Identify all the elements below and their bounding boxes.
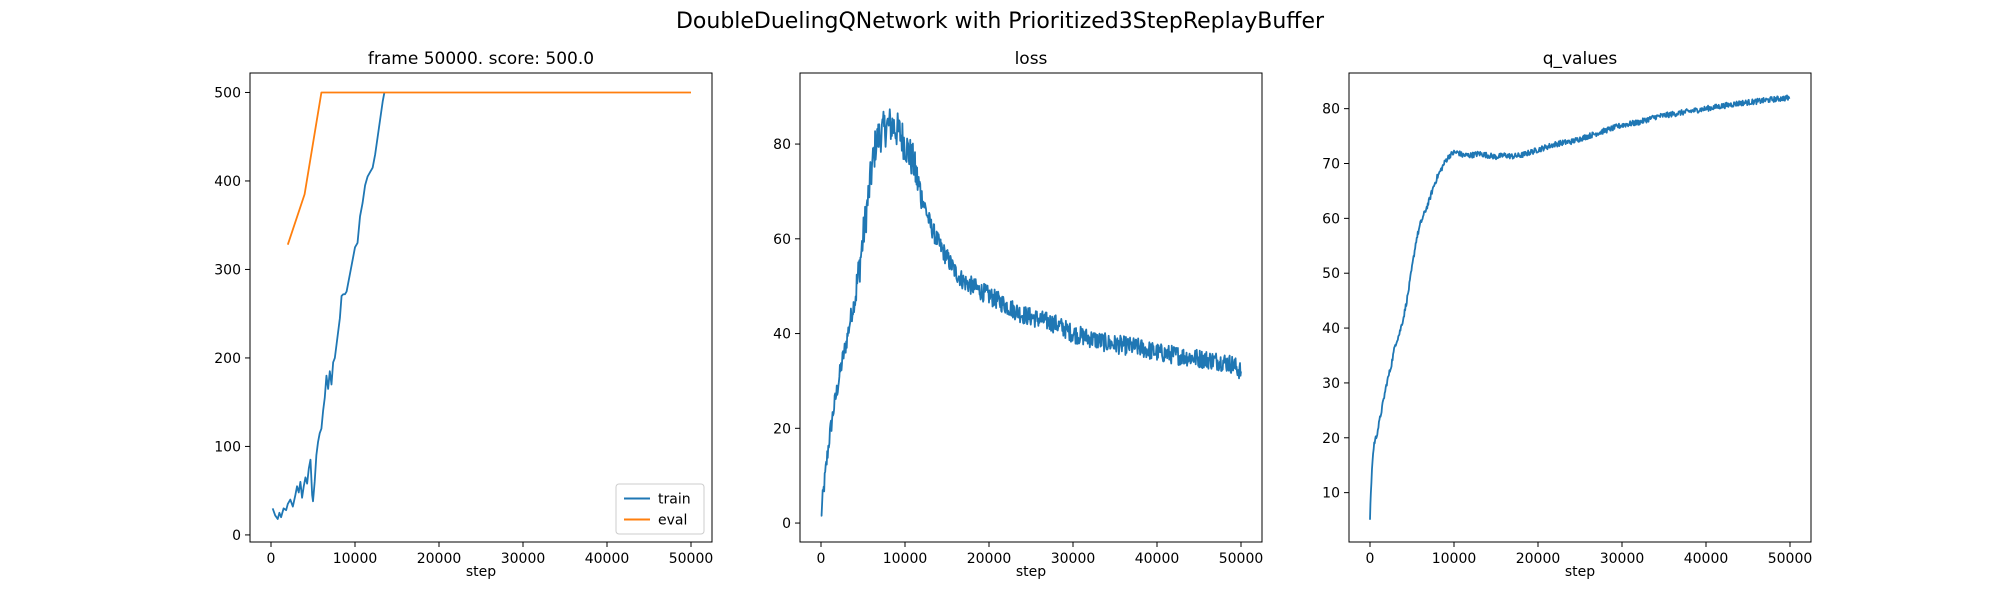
score-chart-legend-box: [615, 483, 705, 535]
loss-chart-title: loss: [1015, 49, 1048, 69]
qvalues-chart-ytick-label: 70: [1322, 157, 1340, 173]
qvalues-chart-marks: 0 10000 20000 30000 40000 50000 10 20 30 40 50 60 70…: [1322, 72, 1813, 567]
qvalues-chart-ytick-label: 40: [1322, 321, 1340, 337]
loss-chart-axes-frame: [799, 72, 1263, 543]
qvalues-chart-title: q_values: [1543, 49, 1618, 69]
score-chart-xtick-label: 0: [267, 551, 276, 567]
qvalues-chart-series-line-series-0: [1369, 94, 1791, 520]
score-chart-ytick-label: 0: [232, 528, 241, 544]
loss-chart-xtick-label: 30000: [1051, 551, 1096, 567]
qvalues-chart-ytick-label: 60: [1322, 211, 1340, 227]
score-chart-xtick-label: 40000: [585, 551, 630, 567]
loss-chart: loss step 0 10000 20000 30000 40000 50000 0 20 4…: [773, 49, 1263, 580]
score-chart-ytick-label: 400: [214, 174, 241, 190]
loss-chart-xtick-label: 40000: [1135, 551, 1180, 567]
qvalues-chart-ytick-label: 30: [1322, 376, 1340, 392]
loss-chart-ytick-label: 20: [773, 421, 791, 437]
loss-chart-xlabel: step: [1016, 564, 1046, 580]
qvalues-chart: q_values step 0 10000 20000 30000 40000 50000…: [1322, 49, 1812, 580]
qvalues-chart-xtick-label: 50000: [1768, 551, 1813, 567]
score-chart-ytick-label: 200: [214, 351, 241, 367]
loss-chart-xtick-label: 0: [817, 551, 826, 567]
score-chart-title: frame 50000. score: 500.0: [368, 49, 594, 69]
loss-chart-ytick-label: 0: [782, 516, 791, 532]
qvalues-chart-ytick-label: 20: [1322, 431, 1340, 447]
qvalues-chart-xlabel: step: [1565, 564, 1595, 580]
qvalues-chart-ytick-label: 80: [1322, 102, 1340, 118]
score-chart-axes-frame: [249, 72, 713, 543]
score-chart-legend: train eval: [615, 483, 705, 535]
qvalues-chart-xtick-label: 10000: [1432, 551, 1477, 567]
qvalues-chart-xtick-label: 30000: [1600, 551, 1645, 567]
score-chart-marks: 0 10000 20000 30000 40000 50000 0 100 200 300 400 5…: [214, 72, 714, 567]
loss-chart-ytick-label: 80: [773, 137, 791, 153]
qvalues-chart-xtick-label: 20000: [1516, 551, 1561, 567]
score-chart-series-line-train: [271, 92, 386, 520]
loss-chart-ytick-label: 40: [773, 327, 791, 343]
score-chart: frame 50000. score: 500.0 step 0 10000 200…: [214, 49, 713, 580]
qvalues-chart-xtick-label: 40000: [1684, 551, 1729, 567]
qvalues-chart-xtick-label: 0: [1366, 551, 1375, 567]
figure-title: DoubleDuelingQNetwork with Prioritized3S…: [676, 9, 1325, 34]
loss-chart-xtick-label: 50000: [1219, 551, 1264, 567]
score-chart-ytick-label: 500: [214, 85, 241, 101]
qvalues-chart-ytick-label: 10: [1322, 486, 1340, 502]
score-chart-series-line-eval: [286, 91, 691, 245]
score-chart-xtick-label: 10000: [333, 551, 378, 567]
score-chart-legend-label-eval: eval: [658, 513, 687, 529]
loss-chart-series-line-series-0: [820, 108, 1242, 517]
qvalues-chart-ytick-label: 50: [1322, 266, 1340, 282]
score-chart-ytick-label: 300: [214, 262, 241, 278]
loss-chart-xtick-label: 20000: [967, 551, 1012, 567]
score-chart-xlabel: step: [466, 564, 496, 580]
score-chart-legend-label-train: train: [658, 492, 691, 508]
loss-chart-marks: 0 10000 20000 30000 40000 50000 0 20 40 60 80: [773, 72, 1264, 567]
score-chart-xtick-label: 30000: [501, 551, 546, 567]
score-chart-xtick-label: 20000: [417, 551, 462, 567]
score-chart-xtick-label: 50000: [669, 551, 714, 567]
score-chart-ytick-label: 100: [214, 439, 241, 455]
loss-chart-xtick-label: 10000: [883, 551, 928, 567]
qvalues-chart-axes-frame: [1348, 72, 1812, 543]
loss-chart-ytick-label: 60: [773, 232, 791, 248]
